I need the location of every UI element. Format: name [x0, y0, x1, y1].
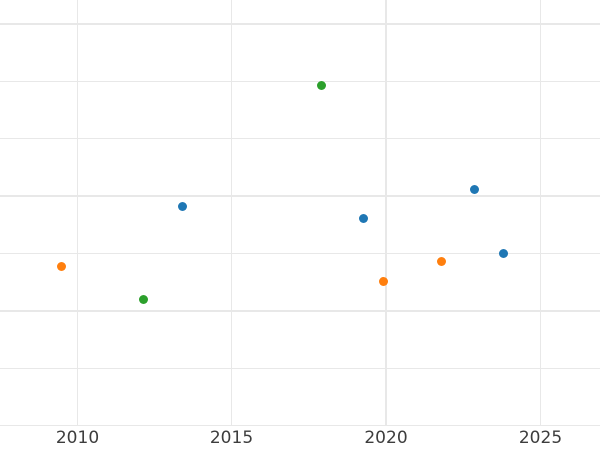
x-tick-label-2020: 2020 [364, 428, 408, 448]
vertical-gridline [76, 0, 79, 426]
series-blue-point [358, 213, 368, 223]
horizontal-gridline [0, 23, 600, 25]
series-orange-point [436, 256, 446, 266]
series-orange-point [56, 261, 66, 271]
series-orange-point [378, 276, 388, 286]
horizontal-gridline [0, 80, 600, 82]
horizontal-gridline [0, 310, 600, 312]
vertical-gridline [539, 0, 542, 426]
x-tick-label-2010: 2010 [55, 428, 100, 448]
vertical-gridline [230, 0, 233, 426]
series-green-point [138, 294, 148, 304]
horizontal-gridline [0, 252, 600, 255]
x-tick-label-2015: 2015 [209, 428, 254, 448]
horizontal-gridline [0, 138, 600, 140]
vertical-gridline [385, 0, 387, 426]
series-blue-point [498, 248, 508, 258]
horizontal-gridline [0, 367, 600, 370]
series-blue-point [469, 184, 479, 194]
x-tick-label-2025: 2025 [518, 428, 563, 448]
horizontal-gridline [0, 195, 600, 197]
series-green-point [316, 81, 326, 90]
horizontal-gridline [0, 424, 600, 427]
series-blue-point [177, 201, 187, 211]
